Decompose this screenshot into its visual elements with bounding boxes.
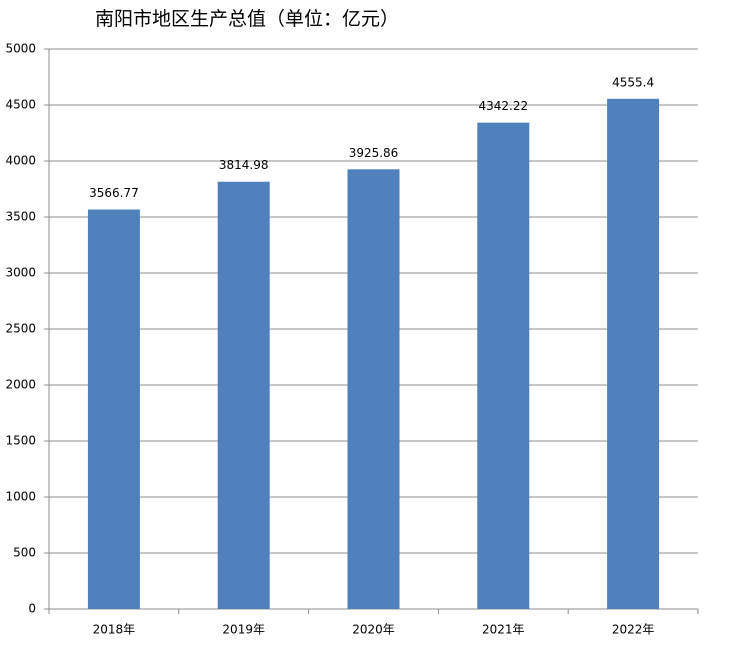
- data-label: 3925.86: [349, 146, 399, 160]
- x-tick-label: 2020年: [352, 623, 395, 637]
- y-tick-label: 2000: [5, 378, 36, 392]
- data-label: 4342.22: [478, 99, 528, 113]
- bar: [477, 122, 530, 609]
- x-tick-label: 2021年: [482, 623, 525, 637]
- data-label: 3814.98: [219, 158, 269, 172]
- y-tick-label: 5000: [5, 42, 36, 56]
- bar: [607, 98, 660, 609]
- bar: [347, 169, 400, 609]
- y-tick-label: 3000: [5, 266, 36, 280]
- y-tick-label: 1000: [5, 490, 36, 504]
- chart-title: 南阳市地区生产总值（单位：亿元）: [95, 8, 399, 30]
- bar: [87, 209, 140, 609]
- y-tick-label: 1500: [5, 434, 36, 448]
- x-tick-label: 2019年: [222, 623, 265, 637]
- data-label: 4555.4: [612, 75, 654, 89]
- bar: [217, 181, 270, 610]
- y-tick-label: 0: [28, 602, 36, 616]
- y-tick-label: 4500: [5, 98, 36, 112]
- x-tick-label: 2022年: [612, 623, 655, 637]
- y-tick-label: 2500: [5, 322, 36, 336]
- data-label: 3566.77: [89, 186, 139, 200]
- y-tick-label: 500: [13, 546, 36, 560]
- y-tick-label: 4000: [5, 154, 36, 168]
- y-tick-label: 3500: [5, 210, 36, 224]
- x-tick-label: 2018年: [93, 623, 136, 637]
